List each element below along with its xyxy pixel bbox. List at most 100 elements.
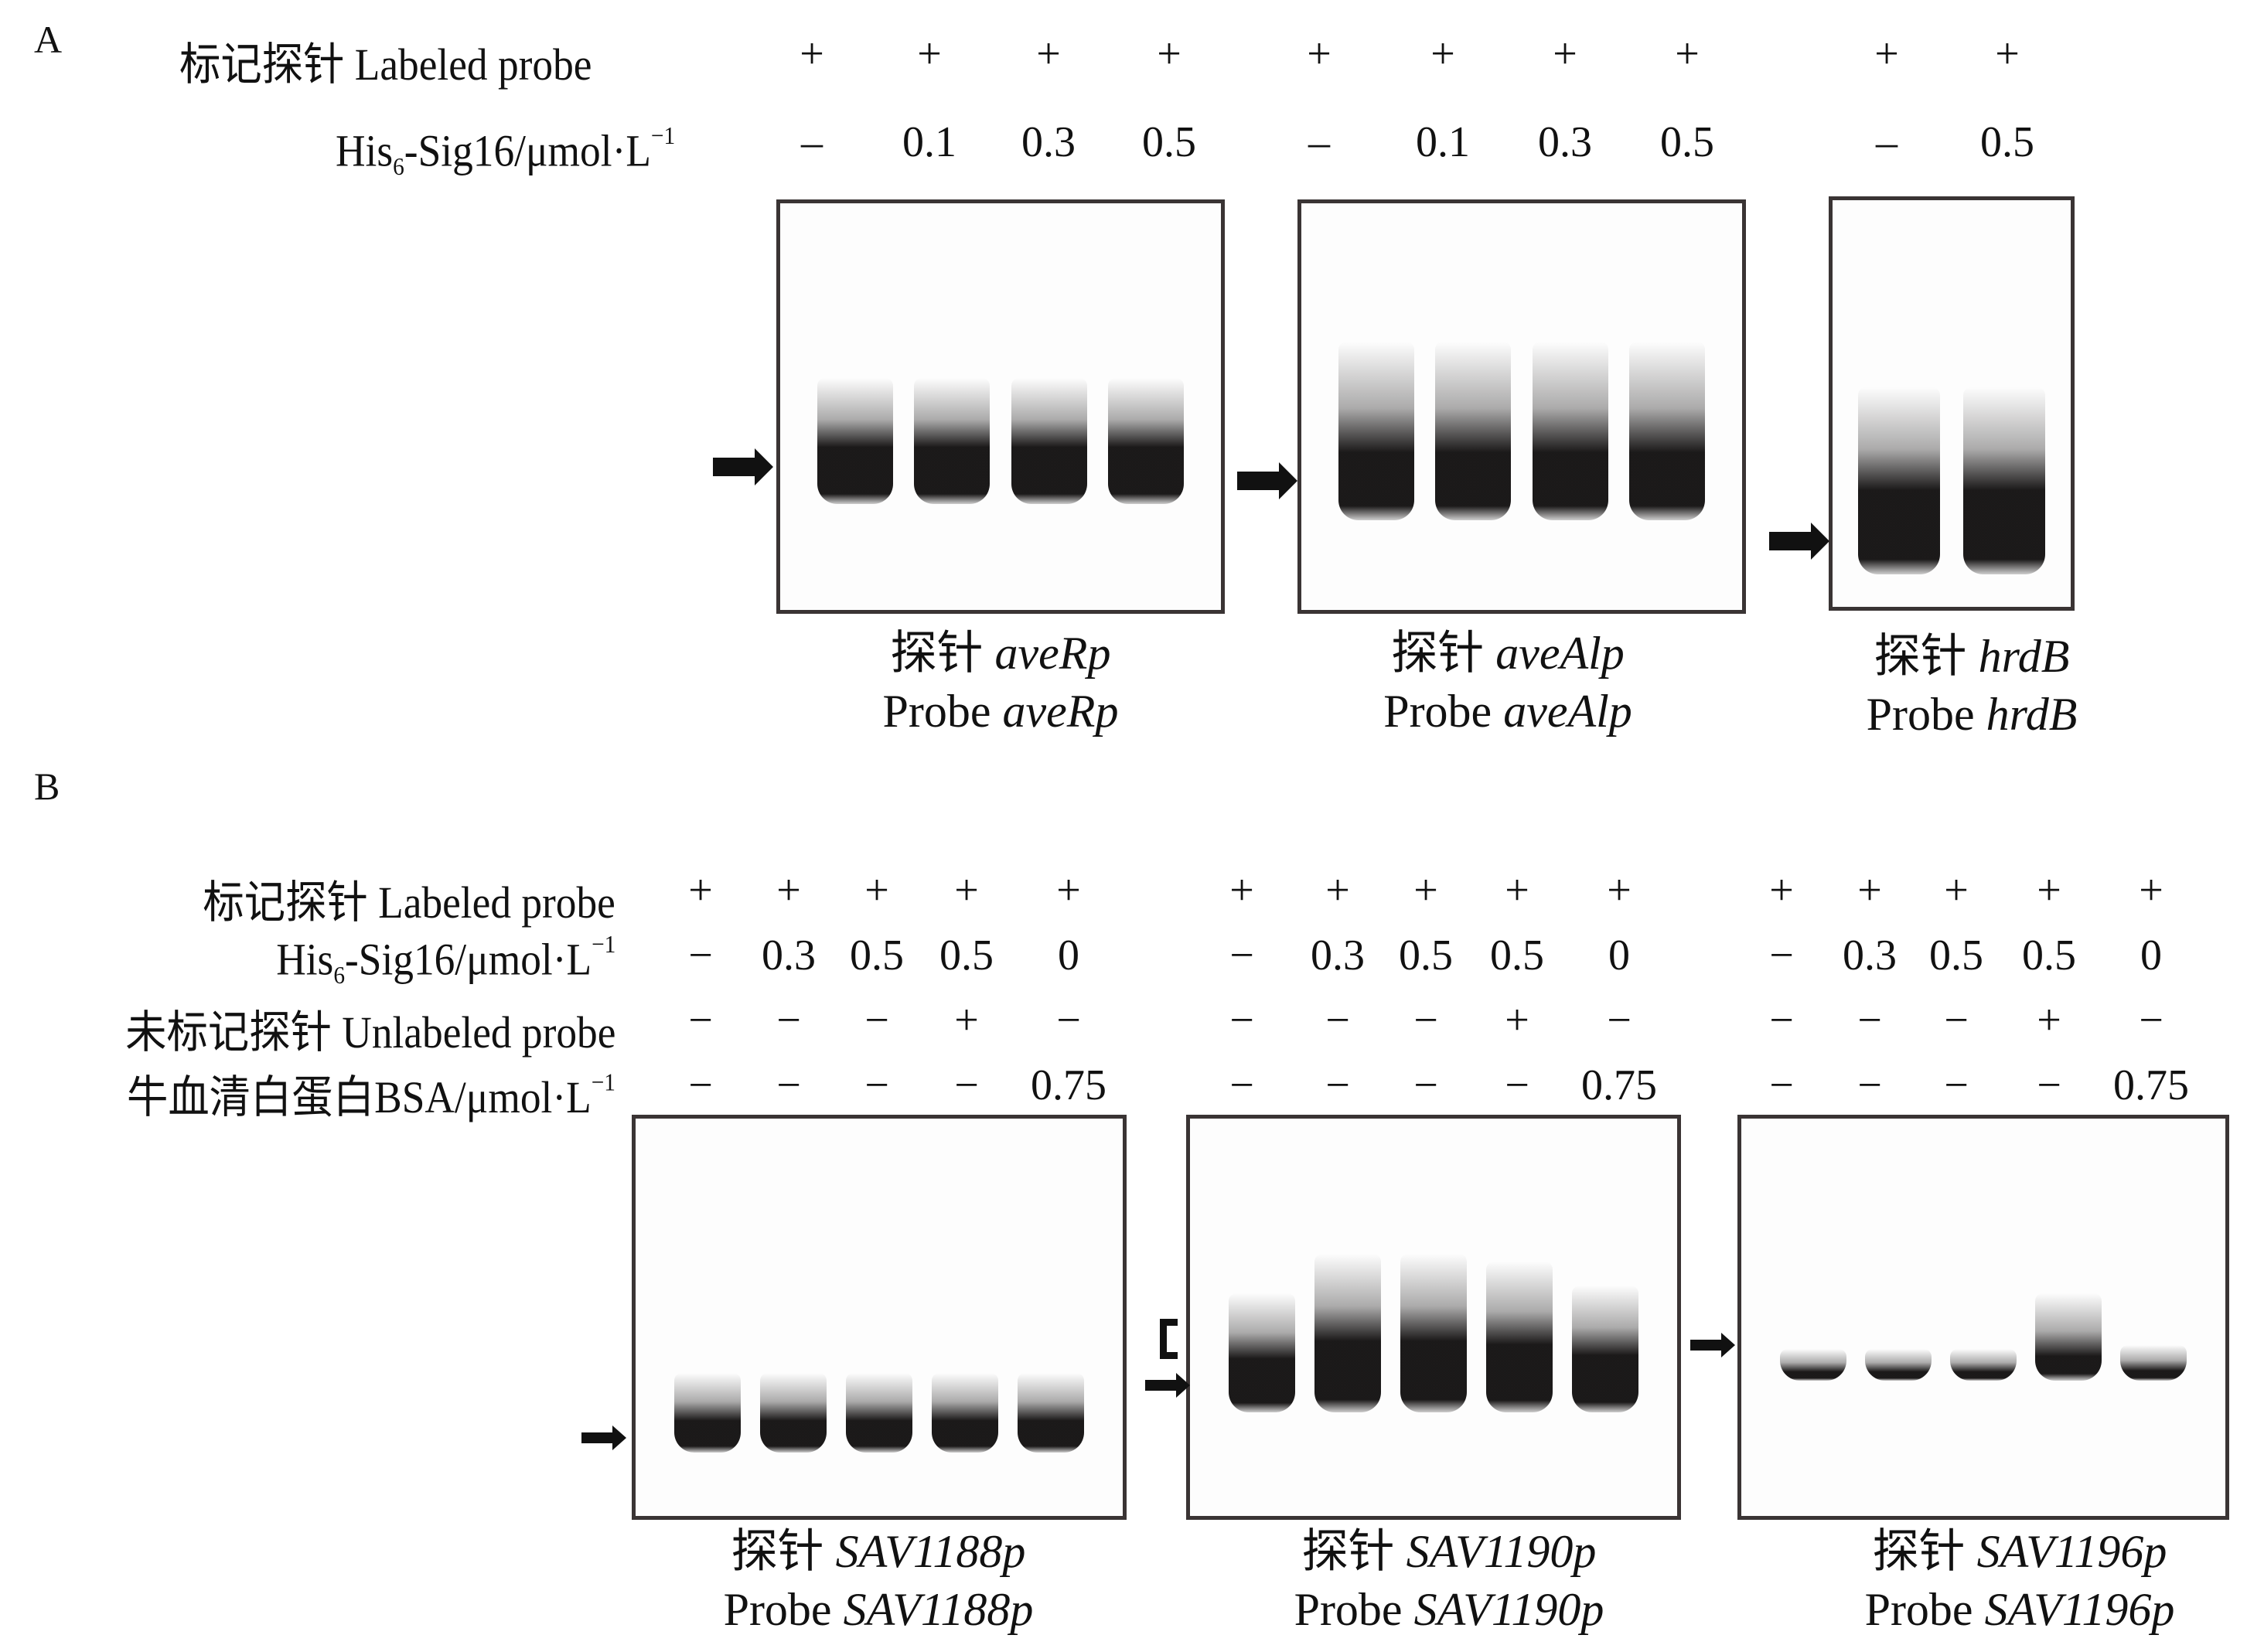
cond-protein-conc-g2-lane3: 0.3 (1538, 118, 1592, 166)
gel-lane (1338, 341, 1414, 521)
cond-labeled-probe-g2-lane2: + (1325, 867, 1350, 915)
cond-labeled-probe-g1-lane3: + (864, 867, 889, 915)
gel-lane (1228, 1293, 1296, 1413)
gel-lane (931, 1372, 999, 1453)
gel-lane (817, 378, 893, 505)
shifted-complex-bracket-icon (1160, 1319, 1178, 1359)
cond-labeled-probe-g1-lane1: + (800, 30, 824, 78)
caption-hrdB: 探针 hrdB Probe hrdB (1867, 628, 2078, 744)
free-probe-arrow-icon (1690, 1333, 1735, 1357)
gel-aveAlp (1297, 199, 1746, 614)
cond-unlabeled-probe-g2-lane1: − (1229, 996, 1254, 1044)
cond-unlabeled-probe-g3-lane4: + (2037, 996, 2061, 1044)
cond-bsa-conc-g1-lane4: − (954, 1061, 979, 1109)
gel-SAV1190p (1186, 1115, 1681, 1520)
gel-lane (1864, 1349, 1932, 1381)
caption-line-cn: 探针 aveRp (890, 628, 1111, 679)
cond-labeled-probe-g1-lane5: + (1056, 867, 1081, 915)
cond-protein-conc-g2-lane2: 0.1 (1416, 118, 1470, 166)
cond-unlabeled-probe-g1-lane5: − (1056, 996, 1081, 1044)
cond-protein-conc-g3-lane2: 0.3 (1843, 932, 1897, 979)
free-probe-arrow-icon (713, 448, 773, 485)
cond-labeled-probe-g1-lane2: + (917, 30, 942, 78)
cond-unlabeled-probe-g2-lane5: − (1607, 996, 1632, 1044)
gel-lane (1314, 1253, 1382, 1413)
caption-line-en: Probe aveRp (882, 686, 1119, 737)
cond-protein-conc-g1-lane3: 0.3 (1021, 118, 1076, 166)
gel-lane (1011, 378, 1087, 505)
cond-bsa-conc-g1-lane1: − (688, 1061, 713, 1109)
cond-labeled-probe-g3-lane1: + (1874, 30, 1899, 78)
cond-protein-conc-g1-lane1: − (688, 932, 713, 979)
cond-protein-conc-g3-lane4: 0.5 (2022, 932, 2076, 979)
cond-labeled-probe-g2-lane4: + (1675, 30, 1700, 78)
protein-suffix: -Sig16/μmol·L (404, 125, 651, 176)
gel-lane (1017, 1372, 1084, 1453)
cond-labeled-probe-g3-lane2: + (1857, 867, 1882, 915)
cond-protein-conc-g2-lane4: 0.5 (1660, 118, 1714, 166)
gel-lane (914, 378, 991, 505)
cond-labeled-probe-g2-lane1: + (1229, 867, 1254, 915)
cond-labeled-probe-g2-lane4: + (1505, 867, 1529, 915)
caption-line-cn: 探针 aveAlp (1391, 628, 1625, 679)
cond-labeled-probe-g1-lane3: + (1036, 30, 1061, 78)
cond-bsa-conc-g3-lane4: − (2037, 1061, 2061, 1109)
panel-b-protein-conc-label: His6-Sig16/μmol·L−1 (275, 931, 615, 989)
cond-unlabeled-probe-g3-lane2: − (1857, 996, 1882, 1044)
cond-bsa-conc-g3-lane5: 0.75 (2113, 1061, 2189, 1109)
cond-unlabeled-probe-g1-lane1: − (688, 996, 713, 1044)
cond-labeled-probe-g2-lane3: + (1413, 867, 1438, 915)
gel-lane (1629, 341, 1705, 521)
caption-line-cn: 探针 hrdB (1874, 631, 2070, 682)
gel-aveRp (776, 199, 1225, 614)
gel-lane (845, 1372, 913, 1453)
cond-unlabeled-probe-g1-lane4: + (954, 996, 979, 1044)
gel-lane (759, 1372, 827, 1453)
caption-aveAlp: 探针 aveAlp Probe aveAlp (1383, 625, 1632, 741)
cond-labeled-probe-g1-lane4: + (954, 867, 979, 915)
cond-protein-conc-g1-lane2: 0.1 (902, 118, 956, 166)
cond-protein-conc-g3-lane1: − (1769, 932, 1794, 979)
panel-b-bsa-conc-label: 牛血清白蛋白BSA/μmol·L−1 (127, 1068, 615, 1122)
gel-lane (2035, 1293, 2102, 1381)
free-probe-arrow-icon (1769, 523, 1829, 560)
cond-protein-conc-g1-lane2: 0.3 (762, 932, 816, 979)
protein-superscript: −1 (650, 122, 676, 149)
cond-protein-conc-g2-lane4: 0.5 (1490, 932, 1544, 979)
cond-bsa-conc-g2-lane4: − (1505, 1061, 1529, 1109)
cond-protein-conc-g1-lane4: 0.5 (1142, 118, 1196, 166)
panel-b-labeled-probe-label: 标记探针 Labeled probe (203, 877, 615, 928)
cond-labeled-probe-g1-lane4: + (1157, 30, 1181, 78)
gel-lane (1571, 1285, 1638, 1413)
gel-lane (1485, 1262, 1553, 1413)
gel-lane (2120, 1344, 2187, 1381)
cond-unlabeled-probe-g1-lane3: − (864, 996, 889, 1044)
cond-bsa-conc-g3-lane1: − (1769, 1061, 1794, 1109)
cond-protein-conc-g3-lane2: 0.5 (1980, 118, 2034, 166)
cond-labeled-probe-g3-lane5: + (2139, 867, 2163, 915)
cond-protein-conc-g2-lane3: 0.5 (1399, 932, 1453, 979)
cond-bsa-conc-g2-lane2: − (1325, 1061, 1350, 1109)
cond-labeled-probe-g1-lane1: + (688, 867, 713, 915)
panel-a-protein-conc-label: His6-Sig16/μmol·L−1 (336, 122, 675, 181)
gel-lane (1532, 341, 1608, 521)
caption-SAV1196p: 探针 SAV1196p Probe SAV1196p (1864, 1526, 2175, 1635)
panel-b-unlabeled-probe-label: 未标记探针 Unlabeled probe (124, 1007, 615, 1058)
cond-protein-conc-g1-lane5: 0 (1058, 932, 1079, 979)
gel-lane (1858, 387, 1941, 574)
cond-labeled-probe-g2-lane1: + (1307, 30, 1331, 78)
cond-bsa-conc-g1-lane2: − (776, 1061, 801, 1109)
caption-SAV1190p: 探针 SAV1190p Probe SAV1190p (1294, 1526, 1604, 1635)
protein-prefix: His (336, 125, 394, 176)
cond-protein-conc-g1-lane4: 0.5 (939, 932, 994, 979)
gel-lane (673, 1372, 742, 1453)
gel-lane (1400, 1253, 1468, 1413)
cond-bsa-conc-g1-lane3: − (864, 1061, 889, 1109)
caption-aveRp: 探针 aveRp Probe aveRp (883, 625, 1119, 741)
cond-protein-conc-g3-lane5: 0 (2140, 932, 2162, 979)
caption-line-en: Probe hrdB (1866, 689, 2078, 740)
cond-unlabeled-probe-g1-lane2: − (776, 996, 801, 1044)
cond-protein-conc-g1-lane1: – (801, 118, 823, 166)
panel-a-letter: A (34, 18, 63, 61)
free-probe-arrow-icon (581, 1425, 626, 1450)
